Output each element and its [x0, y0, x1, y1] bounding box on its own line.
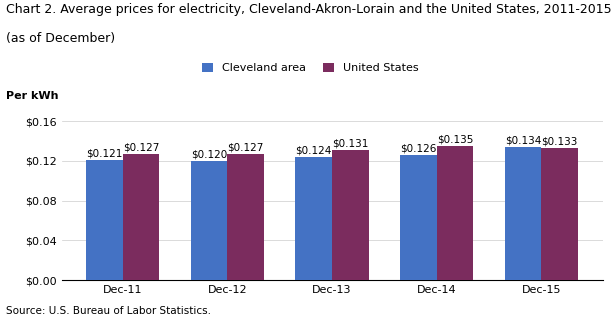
Text: $0.126: $0.126 [400, 144, 437, 154]
Bar [295, 157, 332, 280]
Bar [332, 150, 369, 280]
Text: $0.120: $0.120 [191, 149, 227, 159]
Text: $0.124: $0.124 [296, 146, 332, 156]
Text: (as of December): (as of December) [6, 32, 115, 45]
Bar [541, 148, 578, 280]
Text: Source: U.S. Bureau of Labor Statistics.: Source: U.S. Bureau of Labor Statistics. [6, 306, 211, 316]
Bar [191, 161, 228, 280]
Legend: Cleveland area, United States: Cleveland area, United States [202, 63, 419, 73]
Bar [400, 155, 437, 280]
Text: $0.135: $0.135 [437, 135, 474, 145]
Bar [228, 154, 264, 280]
Bar [437, 146, 474, 280]
Bar [86, 160, 123, 280]
Text: Per kWh: Per kWh [6, 91, 58, 101]
Text: $0.134: $0.134 [505, 136, 541, 146]
Bar [505, 147, 541, 280]
Text: $0.127: $0.127 [228, 142, 264, 152]
Bar [123, 154, 159, 280]
Text: Chart 2. Average prices for electricity, Cleveland-Akron-Lorain and the United S: Chart 2. Average prices for electricity,… [6, 3, 612, 16]
Text: $0.131: $0.131 [332, 138, 368, 148]
Text: $0.127: $0.127 [123, 142, 159, 152]
Text: $0.133: $0.133 [542, 137, 578, 147]
Text: $0.121: $0.121 [86, 148, 122, 158]
